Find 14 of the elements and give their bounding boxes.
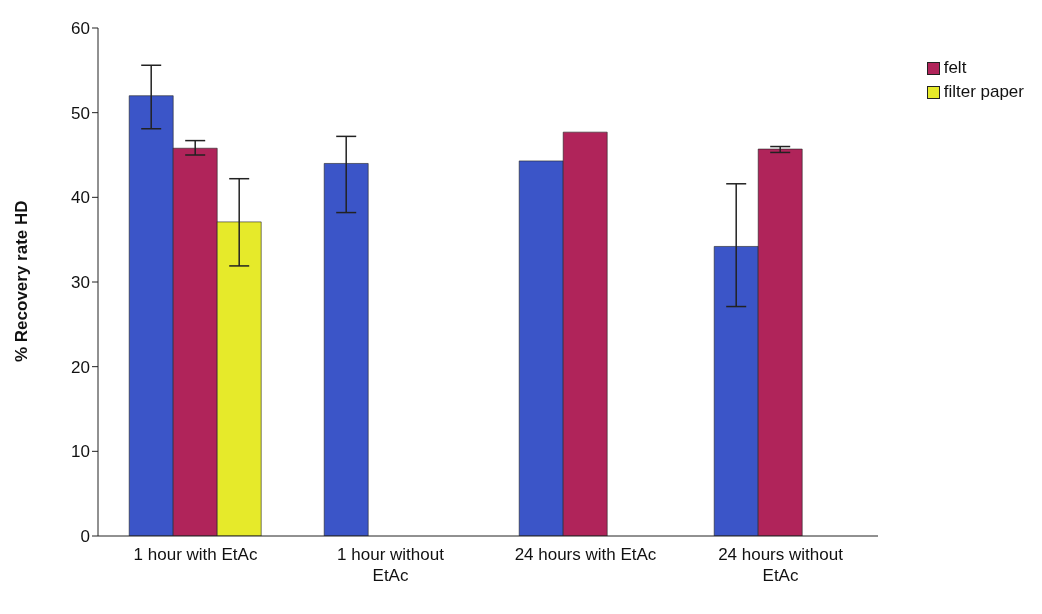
y-tick-label: 10 bbox=[71, 442, 90, 462]
y-tick-label: 30 bbox=[71, 273, 90, 293]
x-tick-label: 24 hours with EtAc bbox=[514, 545, 657, 564]
y-tick-label: 0 bbox=[80, 527, 90, 547]
legend-label: felt bbox=[943, 58, 967, 78]
y-tick-label: 20 bbox=[71, 357, 90, 377]
legend-label: filter paper bbox=[943, 82, 1024, 102]
x-tick-label: 1 hour without EtAc bbox=[337, 545, 445, 585]
y-tick-label: 50 bbox=[71, 103, 90, 123]
y-axis-title: % Recovery rate HD bbox=[12, 200, 32, 362]
y-tick-label: 40 bbox=[71, 188, 90, 208]
x-tick-label: 1 hour with EtAc bbox=[133, 545, 258, 564]
x-tick-label: 24 hours without EtAc bbox=[718, 545, 844, 585]
y-tick-label: 60 bbox=[71, 19, 90, 39]
